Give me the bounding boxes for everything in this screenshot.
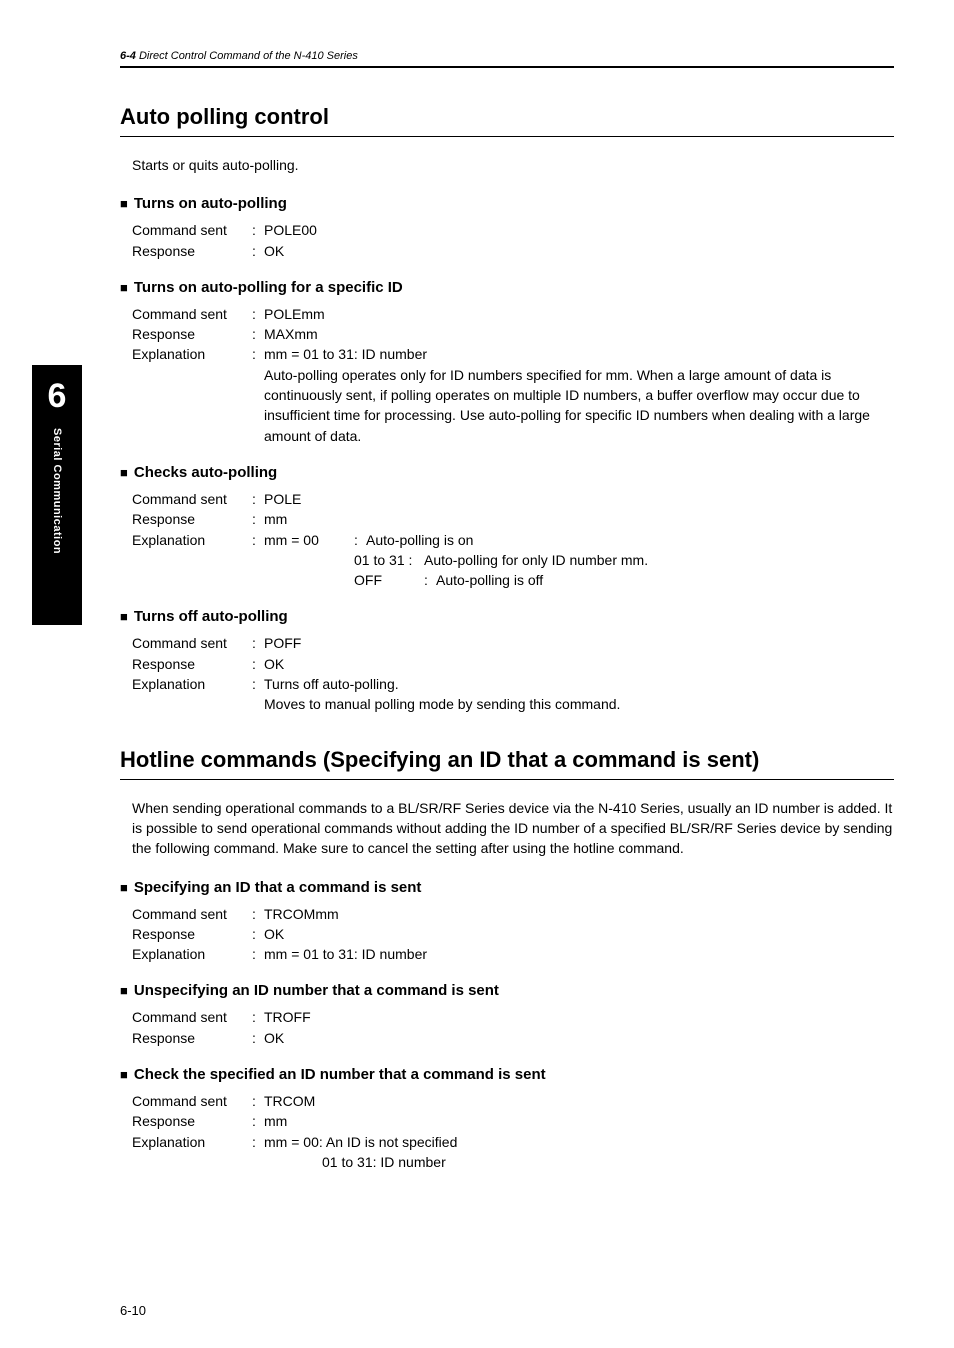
page-content: 6-4 Direct Control Command of the N-410 … bbox=[0, 0, 954, 1208]
command-block: Command sent:POLE00 Response:OK bbox=[132, 220, 894, 261]
label-command-sent: Command sent bbox=[132, 1091, 252, 1111]
value-command: TRCOMmm bbox=[264, 904, 894, 924]
mm-key: mm = 00 bbox=[264, 530, 354, 550]
section-intro: When sending operational commands to a B… bbox=[132, 798, 894, 859]
value-response: mm bbox=[264, 1111, 894, 1131]
subsection-heading: ■Turns off auto-polling bbox=[120, 608, 894, 625]
section-intro: Starts or quits auto-polling. bbox=[132, 155, 894, 175]
label-explanation: Explanation bbox=[132, 674, 252, 694]
command-block: Command sent:POFF Response:OK Explanatio… bbox=[132, 633, 894, 714]
heading-underline bbox=[120, 136, 894, 137]
label-response: Response bbox=[132, 1028, 252, 1048]
explanation-text: mm = 01 to 31: ID number bbox=[264, 944, 894, 964]
subsection-heading: ■Unspecifying an ID number that a comman… bbox=[120, 982, 894, 999]
value-command: POLE bbox=[264, 489, 894, 509]
value-command: TROFF bbox=[264, 1007, 894, 1027]
side-tab: 6 Serial Communication bbox=[32, 365, 82, 625]
label-response: Response bbox=[132, 924, 252, 944]
subsection-heading: ■Check the specified an ID number that a… bbox=[120, 1066, 894, 1083]
value-command: TRCOM bbox=[264, 1091, 894, 1111]
command-block: Command sent:POLEmm Response:MAXmm Expla… bbox=[132, 304, 894, 446]
label-response: Response bbox=[132, 241, 252, 261]
heading-underline bbox=[120, 779, 894, 780]
subsection-heading: ■Specifying an ID that a command is sent bbox=[120, 879, 894, 896]
explanation-text: Auto-polling operates only for ID number… bbox=[264, 365, 894, 446]
explanation-text: Turns off auto-polling. bbox=[264, 674, 894, 694]
command-block: Command sent:POLE Response:mm Explanatio… bbox=[132, 489, 894, 590]
value-response: OK bbox=[264, 654, 894, 674]
running-header: 6-4 Direct Control Command of the N-410 … bbox=[120, 50, 894, 62]
value-response: mm bbox=[264, 509, 894, 529]
value-response: OK bbox=[264, 1028, 894, 1048]
label-command-sent: Command sent bbox=[132, 633, 252, 653]
command-block: Command sent:TROFF Response:OK bbox=[132, 1007, 894, 1048]
mm-off: OFF bbox=[354, 570, 424, 590]
command-block: Command sent:TRCOMmm Response:OK Explana… bbox=[132, 904, 894, 965]
label-command-sent: Command sent bbox=[132, 1007, 252, 1027]
explanation-text: 01 to 31: ID number bbox=[264, 1152, 894, 1172]
mm-range: 01 to 31 : bbox=[354, 550, 424, 570]
label-explanation: Explanation bbox=[132, 344, 252, 364]
label-response: Response bbox=[132, 654, 252, 674]
label-explanation: Explanation bbox=[132, 944, 252, 964]
header-section-num: 6-4 bbox=[120, 50, 136, 62]
section-heading: Auto polling control bbox=[120, 104, 894, 130]
explanation-text: Moves to manual polling mode by sending … bbox=[264, 694, 894, 714]
value-command: POFF bbox=[264, 633, 894, 653]
label-explanation: Explanation bbox=[132, 1132, 252, 1152]
chapter-label: Serial Communication bbox=[51, 428, 63, 554]
section-heading: Hotline commands (Specifying an ID that … bbox=[120, 747, 894, 773]
value-response: OK bbox=[264, 924, 894, 944]
label-response: Response bbox=[132, 324, 252, 344]
subsection-heading: ■Turns on auto-polling for a specific ID bbox=[120, 279, 894, 296]
mm-value: Auto-polling is on bbox=[366, 530, 894, 550]
explanation-text: mm = 01 to 31: ID number bbox=[264, 344, 894, 364]
command-block: Command sent:TRCOM Response:mm Explanati… bbox=[132, 1091, 894, 1172]
header-section-title: Direct Control Command of the N-410 Seri… bbox=[139, 50, 358, 62]
mm-range-value: Auto-polling for only ID number mm. bbox=[424, 550, 894, 570]
value-command: POLE00 bbox=[264, 220, 894, 240]
label-explanation: Explanation bbox=[132, 530, 252, 550]
subsection-heading: ■Checks auto-polling bbox=[120, 464, 894, 481]
page-number: 6-10 bbox=[120, 1303, 146, 1318]
label-response: Response bbox=[132, 1111, 252, 1131]
label-command-sent: Command sent bbox=[132, 904, 252, 924]
value-response: OK bbox=[264, 241, 894, 261]
chapter-number: 6 bbox=[48, 377, 67, 416]
subsection-heading: ■Turns on auto-polling bbox=[120, 195, 894, 212]
value-response: MAXmm bbox=[264, 324, 894, 344]
label-command-sent: Command sent bbox=[132, 304, 252, 324]
value-command: POLEmm bbox=[264, 304, 894, 324]
header-rule bbox=[120, 66, 894, 68]
mm-off-value: Auto-polling is off bbox=[436, 570, 894, 590]
label-response: Response bbox=[132, 509, 252, 529]
explanation-text: mm = 00: An ID is not specified bbox=[264, 1132, 894, 1152]
label-command-sent: Command sent bbox=[132, 489, 252, 509]
label-command-sent: Command sent bbox=[132, 220, 252, 240]
